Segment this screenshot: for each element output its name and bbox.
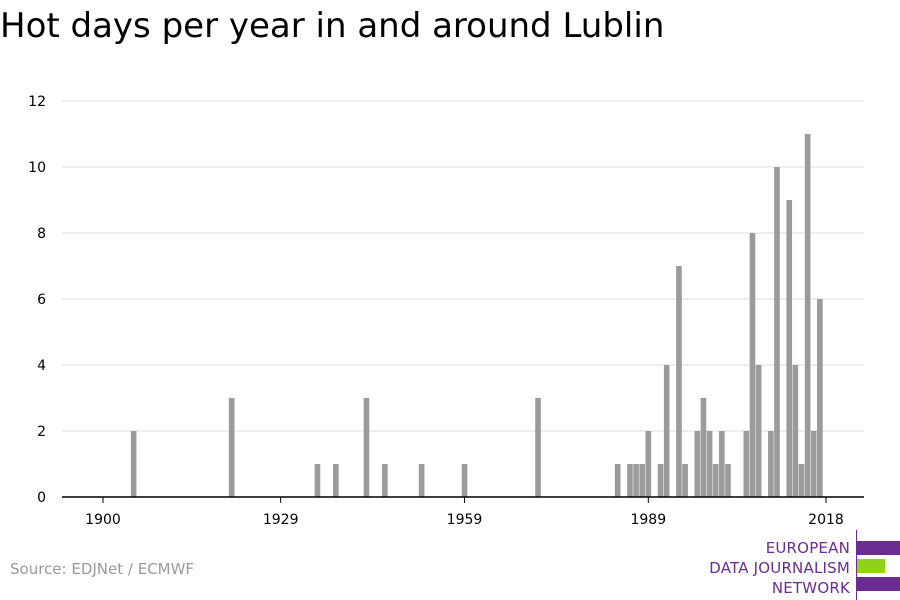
grid-lines <box>62 100 864 432</box>
bar-1959 <box>461 464 468 497</box>
bar-1938 <box>333 464 339 497</box>
bar-1971 <box>535 398 541 497</box>
bar-2009 <box>768 431 774 497</box>
bar-1991 <box>657 464 664 497</box>
y-tick-label: 10 <box>28 160 46 176</box>
bar-2015 <box>804 134 811 497</box>
edjnet-logo[interactable]: EUROPEAN DATA JOURNALISM NETWORK <box>700 530 900 600</box>
bar-1952 <box>418 464 425 497</box>
bar-2012 <box>786 200 793 497</box>
source-note: Source: EDJNet / ECMWF <box>10 560 195 578</box>
chart-title: Hot days per year in and around Lublin <box>0 6 665 46</box>
bar-1987 <box>633 464 639 497</box>
logo-text-line-1: EUROPEAN <box>765 539 850 557</box>
bar-2016 <box>810 431 817 497</box>
x-tick-label: 1929 <box>263 512 299 528</box>
bar-1992 <box>663 365 670 497</box>
logo-bar-middle <box>857 559 885 573</box>
logo-text-line-2: DATA JOURNALISM <box>709 559 850 577</box>
y-tick-label: 8 <box>37 226 46 242</box>
logo-bar-bottom <box>857 577 900 591</box>
x-tick-label: 1900 <box>85 512 121 528</box>
bar-1998 <box>700 398 707 497</box>
logo-divider <box>856 530 857 600</box>
logo-bar-top <box>857 541 900 555</box>
logo-text-line-3: NETWORK <box>771 579 850 597</box>
y-tick-label: 4 <box>37 358 46 374</box>
bar-2014 <box>798 464 805 497</box>
bar-1999 <box>706 431 713 497</box>
bar-1946 <box>382 464 388 497</box>
y-tick-label: 12 <box>28 94 46 110</box>
bar-1905 <box>130 431 137 497</box>
bar-2010 <box>774 167 780 497</box>
bar-2001 <box>719 431 725 497</box>
x-tick-label: 2018 <box>808 512 844 528</box>
bar-1994 <box>676 266 682 497</box>
axes: 0 2 4 6 8 10 12 1900 1929 1959 1989 2018 <box>28 94 864 528</box>
bar-2017 <box>817 299 823 497</box>
bar-1989 <box>645 431 652 497</box>
bar-2006 <box>749 233 756 497</box>
bar-1997 <box>694 431 701 497</box>
bar-2007 <box>755 365 762 497</box>
bar-1984 <box>614 464 621 497</box>
y-tick-label: 0 <box>37 490 46 506</box>
x-tick-label: 1989 <box>630 512 666 528</box>
bar-1943 <box>363 398 370 497</box>
y-tick-label: 6 <box>37 292 46 308</box>
bar-2013 <box>792 365 799 497</box>
bar-2005 <box>743 431 750 497</box>
bar-1986 <box>627 464 633 497</box>
x-tick-label: 1959 <box>447 512 483 528</box>
y-tick-label: 2 <box>37 424 46 440</box>
bar-2000 <box>712 464 719 497</box>
bar-1995 <box>682 464 688 497</box>
bar-1935 <box>314 464 321 497</box>
bar-2002 <box>725 464 731 497</box>
bar-1988 <box>639 464 645 497</box>
bar-1921 <box>228 398 235 497</box>
bars <box>130 134 823 497</box>
